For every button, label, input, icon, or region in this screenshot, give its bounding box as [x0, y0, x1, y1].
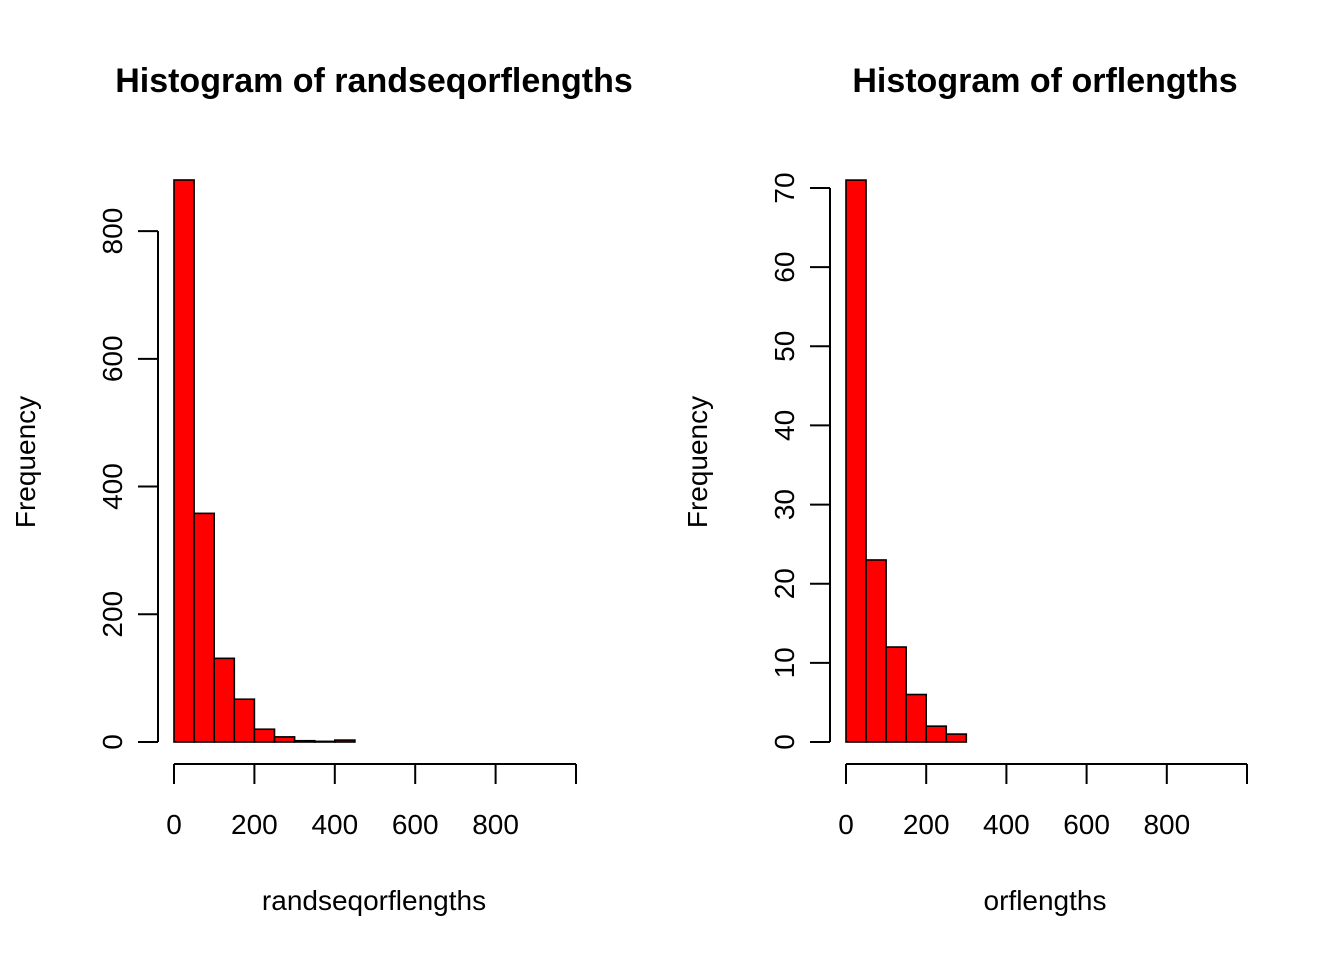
x-tick-label: 200	[231, 809, 278, 840]
histogram-bar	[233, 698, 256, 743]
y-axis: 0 10 20 30 40 50 60 70	[769, 172, 831, 750]
x-tick-label: 600	[392, 809, 439, 840]
y-tick-label: 50	[769, 331, 800, 362]
histogram-bar	[885, 646, 907, 743]
y-axis-label: Frequency	[682, 396, 713, 528]
x-axis: 0 200 400 600 800	[838, 763, 1248, 840]
y-tick-label: 0	[769, 734, 800, 750]
y-axis-label: Frequency	[10, 396, 41, 528]
x-axis-label: randseqorflengths	[262, 885, 486, 916]
y-tick-label: 40	[769, 410, 800, 441]
x-tick-label: 600	[1063, 809, 1110, 840]
bars	[845, 179, 968, 743]
histogram-bar	[333, 739, 356, 743]
y-tick-label: 10	[769, 647, 800, 678]
x-tick-label: 0	[838, 809, 854, 840]
y-tick-label: 60	[769, 252, 800, 283]
y-tick-label: 800	[97, 208, 128, 255]
chart-title: Histogram of randseqorflengths	[115, 62, 633, 100]
histogram-bar	[273, 736, 296, 743]
x-tick-label: 400	[983, 809, 1030, 840]
y-tick-label: 20	[769, 568, 800, 599]
histogram-bar	[865, 559, 887, 743]
histogram-bar	[925, 725, 948, 743]
x-tick-label: 800	[472, 809, 519, 840]
histogram-panel-orflengths: Histogram of orflengths orflengths Frequ…	[682, 62, 1248, 916]
x-tick-label: 200	[903, 809, 950, 840]
y-tick-label: 70	[769, 172, 800, 203]
histogram-bar	[845, 179, 867, 743]
y-tick-label: 200	[97, 591, 128, 638]
x-tick-label: 0	[166, 809, 182, 840]
histogram-bar	[313, 740, 336, 743]
y-tick-label: 400	[97, 463, 128, 510]
y-tick-label: 30	[769, 489, 800, 520]
histogram-bar	[945, 733, 968, 743]
chart-title: Histogram of orflengths	[852, 62, 1237, 100]
x-tick-label: 400	[311, 809, 358, 840]
histogram-bar	[173, 179, 195, 743]
y-tick-label: 600	[97, 335, 128, 382]
x-tick-label: 800	[1143, 809, 1190, 840]
bars	[173, 179, 356, 743]
histogram-bar	[905, 693, 928, 743]
histogram-bar	[213, 657, 236, 743]
histogram-panel-randseqorflengths: Histogram of randseqorflengths randseqor…	[10, 62, 633, 916]
histogram-bar	[293, 739, 316, 743]
x-axis-label: orflengths	[984, 885, 1107, 916]
y-tick-label: 0	[97, 734, 128, 750]
x-axis: 0 200 400 600 800	[166, 763, 577, 840]
histogram-bar	[193, 512, 216, 743]
y-axis: 0 200 400 600 800	[97, 208, 159, 750]
histogram-bar	[253, 728, 276, 743]
